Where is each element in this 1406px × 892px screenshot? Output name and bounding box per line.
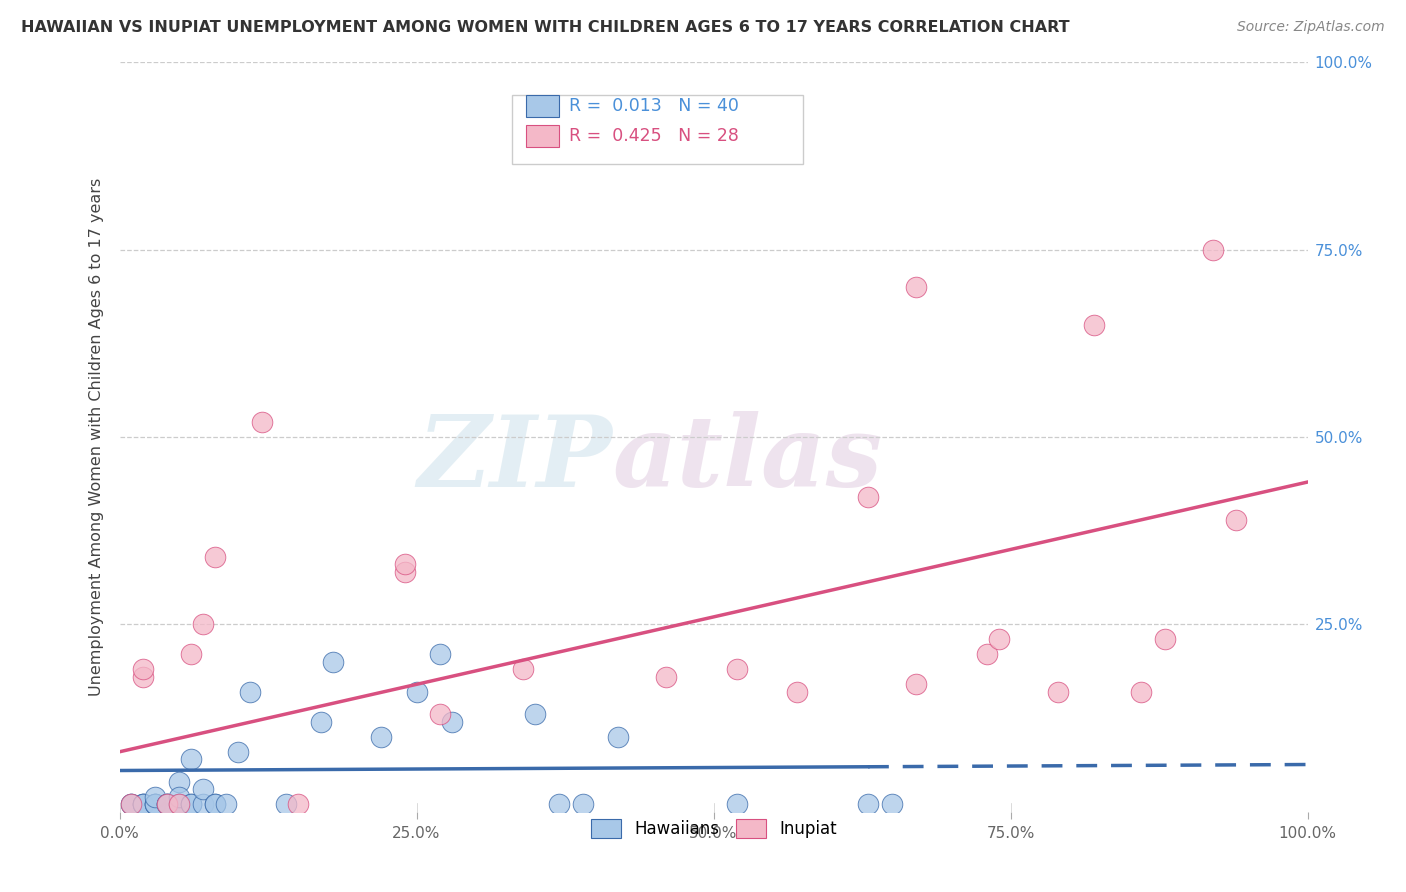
Hawaiians [156, 797, 179, 812]
Hawaiians [143, 789, 166, 804]
Hawaiians [429, 648, 451, 662]
Text: ZIP: ZIP [418, 411, 613, 508]
Hawaiians [120, 797, 142, 812]
Inupiat [132, 670, 155, 684]
Hawaiians [405, 685, 427, 699]
Hawaiians [370, 730, 392, 744]
Inupiat [1083, 318, 1105, 332]
Inupiat [1154, 632, 1177, 647]
Hawaiians [607, 730, 630, 744]
Text: HAWAIIAN VS INUPIAT UNEMPLOYMENT AMONG WOMEN WITH CHILDREN AGES 6 TO 17 YEARS CO: HAWAIIAN VS INUPIAT UNEMPLOYMENT AMONG W… [21, 20, 1070, 35]
Hawaiians [239, 685, 262, 699]
Text: Source: ZipAtlas.com: Source: ZipAtlas.com [1237, 20, 1385, 34]
Hawaiians [167, 797, 190, 812]
Y-axis label: Unemployment Among Women with Children Ages 6 to 17 years: Unemployment Among Women with Children A… [89, 178, 104, 696]
Inupiat [1130, 685, 1153, 699]
Hawaiians [180, 797, 202, 812]
FancyBboxPatch shape [512, 95, 803, 163]
Inupiat [655, 670, 678, 684]
Inupiat [429, 707, 451, 722]
Hawaiians [156, 797, 179, 812]
Hawaiians [524, 707, 547, 722]
Inupiat [204, 549, 226, 564]
Hawaiians [132, 797, 155, 812]
Hawaiians [180, 752, 202, 766]
Hawaiians [132, 797, 155, 812]
Inupiat [512, 662, 534, 676]
Hawaiians [572, 797, 595, 812]
Inupiat [987, 632, 1010, 647]
Hawaiians [725, 797, 748, 812]
Inupiat [132, 662, 155, 676]
Hawaiians [548, 797, 571, 812]
Inupiat [1201, 243, 1223, 257]
Hawaiians [180, 797, 202, 812]
Hawaiians [204, 797, 226, 812]
Bar [526, 95, 560, 117]
Inupiat [120, 797, 142, 812]
Inupiat [250, 415, 273, 429]
Inupiat [156, 797, 179, 812]
Inupiat [904, 280, 927, 294]
Hawaiians [191, 797, 214, 812]
Hawaiians [143, 797, 166, 812]
Hawaiians [322, 655, 344, 669]
Inupiat [786, 685, 808, 699]
Inupiat [856, 490, 879, 504]
Hawaiians [120, 797, 142, 812]
Inupiat [1225, 512, 1247, 526]
Hawaiians [311, 714, 333, 729]
Hawaiians [132, 797, 155, 812]
Inupiat [180, 648, 202, 662]
Inupiat [167, 797, 190, 812]
Inupiat [394, 558, 416, 572]
Hawaiians [191, 782, 214, 797]
Inupiat [1047, 685, 1070, 699]
Hawaiians [274, 797, 297, 812]
Hawaiians [856, 797, 879, 812]
Hawaiians [143, 797, 166, 812]
Inupiat [725, 662, 748, 676]
Hawaiians [880, 797, 903, 812]
Hawaiians [215, 797, 238, 812]
Inupiat [976, 648, 998, 662]
Hawaiians [167, 797, 190, 812]
Hawaiians [167, 789, 190, 804]
Inupiat [394, 565, 416, 579]
Inupiat [287, 797, 309, 812]
Hawaiians [167, 774, 190, 789]
Legend: Hawaiians, Inupiat: Hawaiians, Inupiat [583, 812, 844, 845]
Hawaiians [441, 714, 464, 729]
Text: atlas: atlas [613, 411, 883, 508]
Bar [526, 125, 560, 147]
Inupiat [904, 677, 927, 691]
Hawaiians [204, 797, 226, 812]
Hawaiians [143, 797, 166, 812]
Text: R =  0.425   N = 28: R = 0.425 N = 28 [568, 127, 738, 145]
Hawaiians [156, 797, 179, 812]
Text: R =  0.013   N = 40: R = 0.013 N = 40 [568, 97, 738, 115]
Inupiat [191, 617, 214, 632]
Hawaiians [228, 745, 250, 759]
